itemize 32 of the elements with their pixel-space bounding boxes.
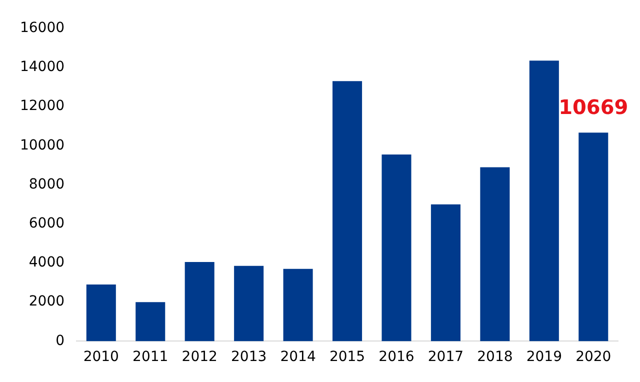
bar [430, 204, 460, 342]
y-tick-label: 4000 [28, 254, 65, 271]
y-tick-label: 0 [56, 332, 65, 349]
x-tick-label: 2010 [83, 349, 119, 366]
data-label: 10669 [558, 94, 628, 119]
x-tick-label: 2012 [182, 349, 218, 366]
x-tick-label: 2017 [428, 349, 464, 366]
bar [136, 302, 166, 342]
y-tick-label: 10000 [20, 137, 65, 154]
bar [283, 268, 313, 342]
bar [234, 266, 264, 342]
y-tick-label: 8000 [28, 176, 65, 192]
y-tick-label: 6000 [28, 216, 65, 232]
x-tick-label: 2013 [231, 349, 267, 366]
bar [480, 167, 510, 342]
bar [86, 284, 116, 342]
bar [578, 132, 608, 342]
y-tick-label: 16000 [20, 20, 65, 36]
x-tick-label: 2015 [329, 349, 366, 366]
bar [382, 154, 412, 342]
bar [529, 60, 559, 342]
x-tick-label: 2020 [576, 349, 612, 366]
x-tick-label: 2011 [132, 349, 168, 366]
x-tick-label: 2018 [477, 349, 513, 366]
x-tick-label: 2014 [280, 349, 316, 366]
x-tick-label: 2019 [526, 349, 562, 366]
x-tick-label: 2016 [378, 349, 414, 366]
bar [332, 81, 362, 342]
y-tick-label: 14000 [20, 59, 65, 76]
y-tick-label: 12000 [20, 98, 65, 114]
y-tick-label: 2000 [28, 294, 65, 310]
bar [184, 262, 214, 342]
